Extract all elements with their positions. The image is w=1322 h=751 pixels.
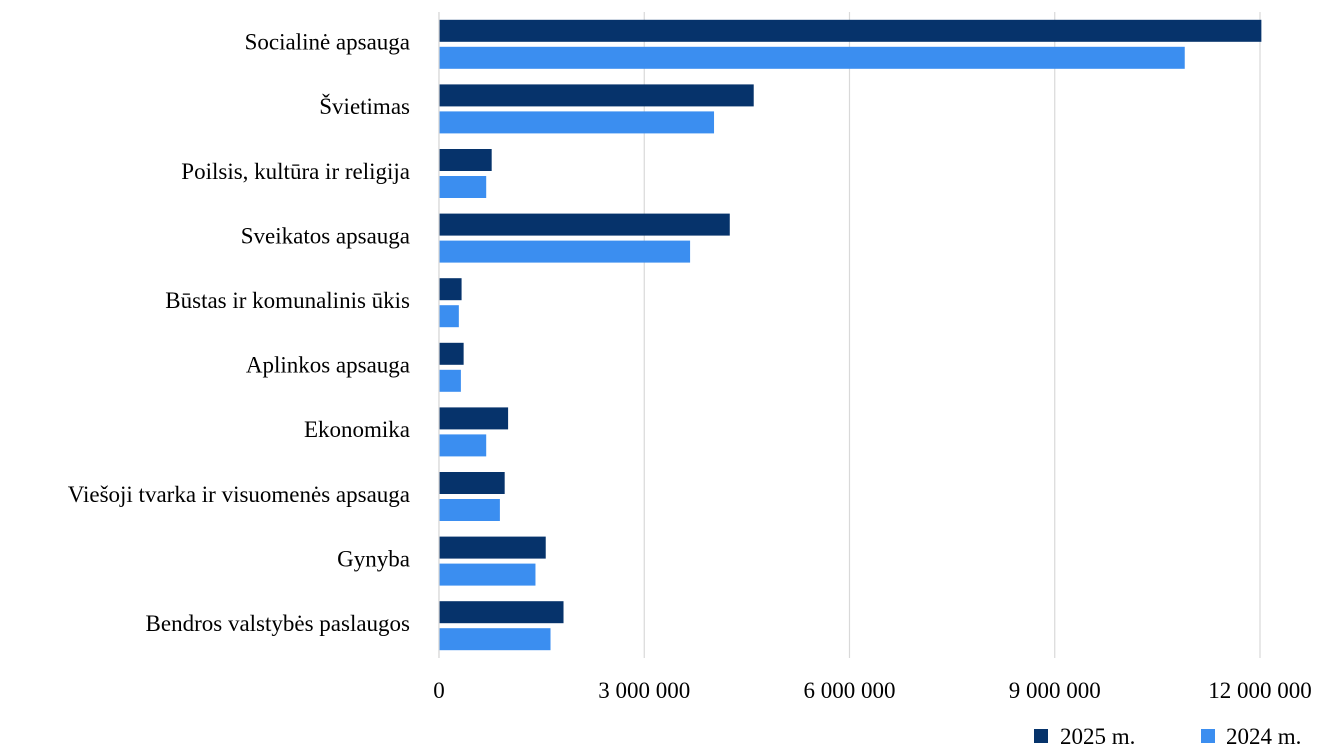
bar-series2-0 [439, 46, 1185, 69]
category-label-3: Sveikatos apsauga [241, 223, 410, 248]
category-label-6: Ekonomika [304, 417, 410, 442]
category-label-0: Socialinė apsauga [245, 30, 410, 55]
legend-label-0: 2025 m. [1060, 724, 1135, 746]
bar-series2-4 [439, 305, 459, 328]
category-label-2: Poilsis, kultūra ir religija [181, 159, 410, 184]
bar-series2-1 [439, 111, 715, 134]
bar-series1-5 [439, 342, 464, 365]
category-label-5: Aplinkos apsauga [246, 353, 410, 378]
x-tick-label-0: 0 [433, 678, 445, 703]
bar-series2-5 [439, 369, 461, 392]
bar-series2-7 [439, 499, 500, 521]
bar-series1-7 [439, 472, 505, 494]
bar-series1-0 [439, 19, 1262, 42]
axes: Socialinė apsauga Švietimas Poilsis, kultū… [68, 12, 1312, 703]
bar-series1-9 [439, 601, 564, 624]
x-tick-label-4: 12 000 000 [1208, 678, 1312, 703]
gridlines [438, 12, 1261, 658]
category-label-1: Švietimas [319, 93, 410, 119]
bar-series1-6 [439, 407, 509, 430]
legend: 2025 m. 2024 m. [1034, 724, 1301, 749]
bar-series2-2 [439, 176, 487, 198]
bar-series1-2 [439, 149, 492, 171]
bar-series2-3 [439, 240, 691, 263]
x-tick-label-2: 6 000 000 [804, 678, 896, 703]
bars [439, 19, 1262, 651]
bar-series2-9 [439, 628, 551, 651]
bar-series1-1 [439, 84, 754, 107]
x-tick-label-3: 9 000 000 [1009, 678, 1101, 703]
category-label-8: Gynyba [337, 546, 410, 571]
bar-series1-4 [439, 278, 462, 301]
bar-series2-6 [439, 434, 487, 457]
bar-series1-3 [439, 213, 730, 236]
bar-series1-8 [439, 536, 546, 559]
bar-series2-8 [439, 563, 536, 586]
x-tick-label-1: 3 000 000 [598, 678, 690, 703]
legend-swatch-0 [1034, 729, 1048, 743]
category-label-4: Būstas ir komunalinis ūkis [165, 288, 410, 313]
category-label-9: Bendros valstybės paslaugos [146, 611, 411, 636]
legend-label-1: 2024 m. [1226, 724, 1301, 746]
category-label-7: Viešoji tvarka ir visuomenės apsauga [68, 482, 410, 507]
legend-swatch-1 [1201, 729, 1215, 743]
